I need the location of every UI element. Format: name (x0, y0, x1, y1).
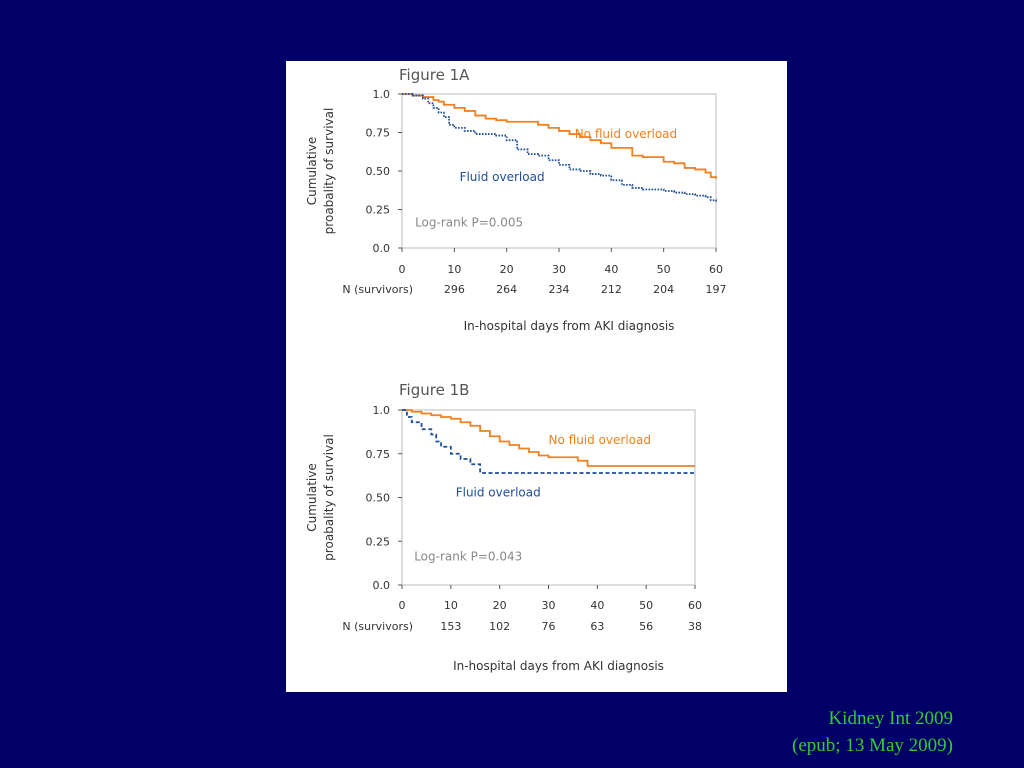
fig1b-ylabel: Cumulative (305, 463, 319, 532)
fig1a-xtick-label: 60 (709, 263, 723, 276)
fig1b-survivors-count: 63 (590, 620, 604, 633)
fig1a-xtick-label: 30 (552, 263, 566, 276)
fig1a-ytick-label: 0.50 (366, 165, 391, 178)
fig1a-xtick-label: 40 (604, 263, 618, 276)
fig1a-ytick-label: 0.0 (373, 242, 391, 255)
fig1b-series-no-fluid-overload (402, 409, 695, 467)
fig1a-survivors-count: 212 (601, 283, 622, 296)
fig1b-xtick-label: 50 (639, 599, 653, 612)
fig1a-series-label: Fluid overload (460, 170, 545, 184)
fig1b-ytick-label: 0.25 (366, 535, 391, 548)
fig1b-xtick-label: 40 (590, 599, 604, 612)
fig1b-survivors-count: 153 (440, 620, 461, 633)
fig1b-ytick-label: 0.75 (366, 448, 391, 461)
fig1a-xtick-label: 20 (500, 263, 514, 276)
fig1b-xtick-label: 20 (493, 599, 507, 612)
fig1b-ytick-label: 1.0 (373, 404, 391, 417)
fig1b-survivors-count: 102 (489, 620, 510, 633)
fig1a-survivors-count: 264 (496, 283, 517, 296)
fig1a-ytick-label: 0.75 (366, 127, 391, 140)
fig1b-series-label: No fluid overload (549, 433, 651, 447)
fig1a-series-label: No fluid overload (575, 127, 677, 141)
fig1b-xtick-label: 60 (688, 599, 702, 612)
fig1a-xtick-label: 0 (399, 263, 406, 276)
fig1a-title: Figure 1A (399, 66, 470, 84)
fig1b-xtick-label: 0 (399, 599, 406, 612)
citation: Kidney Int 2009 (epub; 13 May 2009) (792, 705, 953, 759)
fig1b-survivors-count: 38 (688, 620, 702, 633)
citation-journal: Kidney Int 2009 (828, 708, 953, 729)
fig1a-ytick-label: 1.0 (373, 88, 391, 101)
fig1a-xtick-label: 50 (657, 263, 671, 276)
fig1b-survivors-count: 56 (639, 620, 653, 633)
figure-svg: Figure 1A0.00.250.500.751.00 10 20 30 40 50 60… (305, 66, 727, 673)
fig1a-ylabel: proabality of survival (322, 108, 336, 235)
fig1a-ytick-label: 0.25 (366, 204, 391, 217)
fig1b-xtick-label: 10 (444, 599, 458, 612)
fig1a-survivors-count: 296 (444, 283, 465, 296)
fig1a-survivors-count: 197 (706, 283, 727, 296)
fig1a-xtick-label: 10 (447, 263, 461, 276)
fig1b-title: Figure 1B (399, 381, 469, 399)
fig1b-ytick-label: 0.0 (373, 579, 391, 592)
fig1b-survivors-label: N (survivors) (342, 620, 413, 633)
fig1b-logrank: Log-rank P=0.043 (414, 550, 522, 564)
fig1a-survivors-count: 234 (549, 283, 570, 296)
figure-panel: Figure 1A 0.0 0.25 0.50 0.75 1.0 0 10 20 30 40 50 60… (286, 61, 787, 692)
fig1b-series-label: Fluid overload (456, 485, 541, 499)
fig1b-ylabel: proabality of survival (322, 434, 336, 561)
fig1a-survivors-count: 204 (653, 283, 674, 296)
fig1a-ylabel: Cumulative (305, 137, 319, 206)
fig1a-logrank: Log-rank P=0.005 (415, 215, 523, 229)
fig1b-xlabel: In-hospital days from AKI diagnosis (453, 659, 664, 673)
fig1b-series-fluid-overload (402, 409, 695, 474)
fig1a-survivors-label: N (survivors) (342, 283, 413, 296)
fig1a-series-fluid-overload (402, 93, 717, 202)
citation-epub-date: (epub; 13 May 2009) (792, 735, 953, 756)
fig1a-series-no-fluid-overload (402, 93, 717, 179)
fig1a-xlabel: In-hospital days from AKI diagnosis (464, 319, 675, 333)
fig1b-survivors-count: 76 (542, 620, 556, 633)
fig1b-xtick-label: 30 (542, 599, 556, 612)
fig1b-ytick-label: 0.50 (366, 492, 391, 505)
